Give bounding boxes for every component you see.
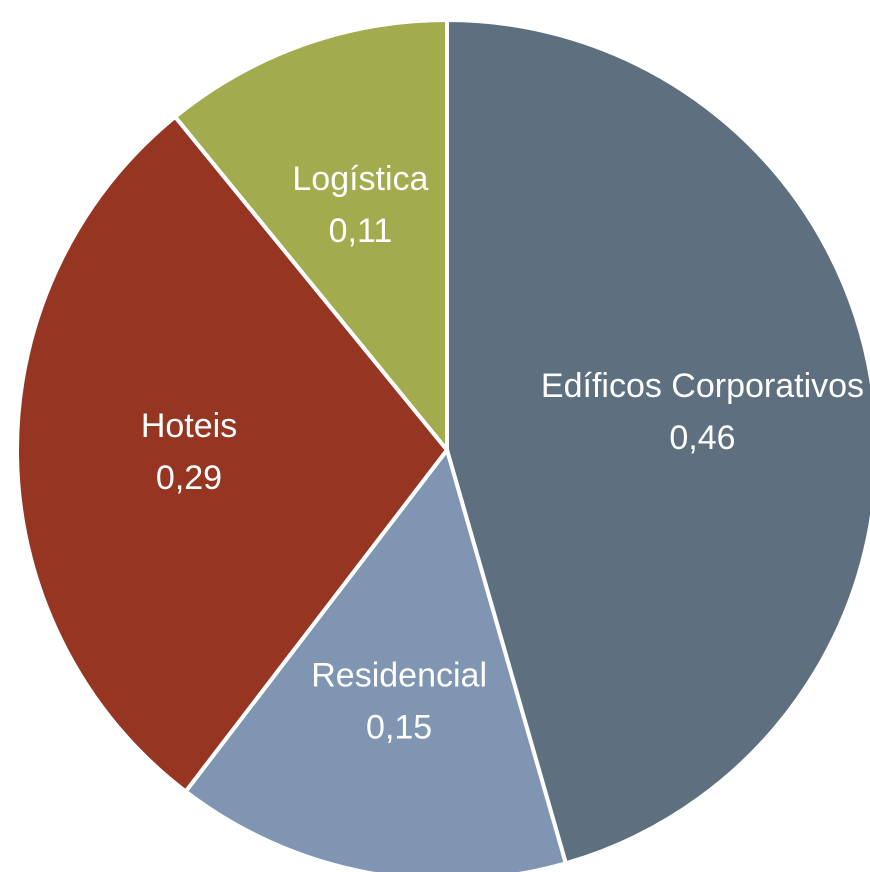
slice-value-label: 0,11 xyxy=(329,212,393,250)
slice-label: Residencial xyxy=(311,657,487,695)
slice-value-label: 0,29 xyxy=(156,459,222,497)
slice-value-label: 0,46 xyxy=(669,419,735,457)
slice-value-label: 0,15 xyxy=(366,709,432,747)
slice-label: Edíficos Corporativos xyxy=(541,367,864,405)
slice-label: Hoteis xyxy=(141,407,237,445)
pie-slice xyxy=(445,17,870,866)
pie-slice xyxy=(182,445,569,872)
slice-label: Logística xyxy=(292,160,428,198)
pie-slice xyxy=(172,17,449,456)
pie-slice xyxy=(15,113,450,795)
